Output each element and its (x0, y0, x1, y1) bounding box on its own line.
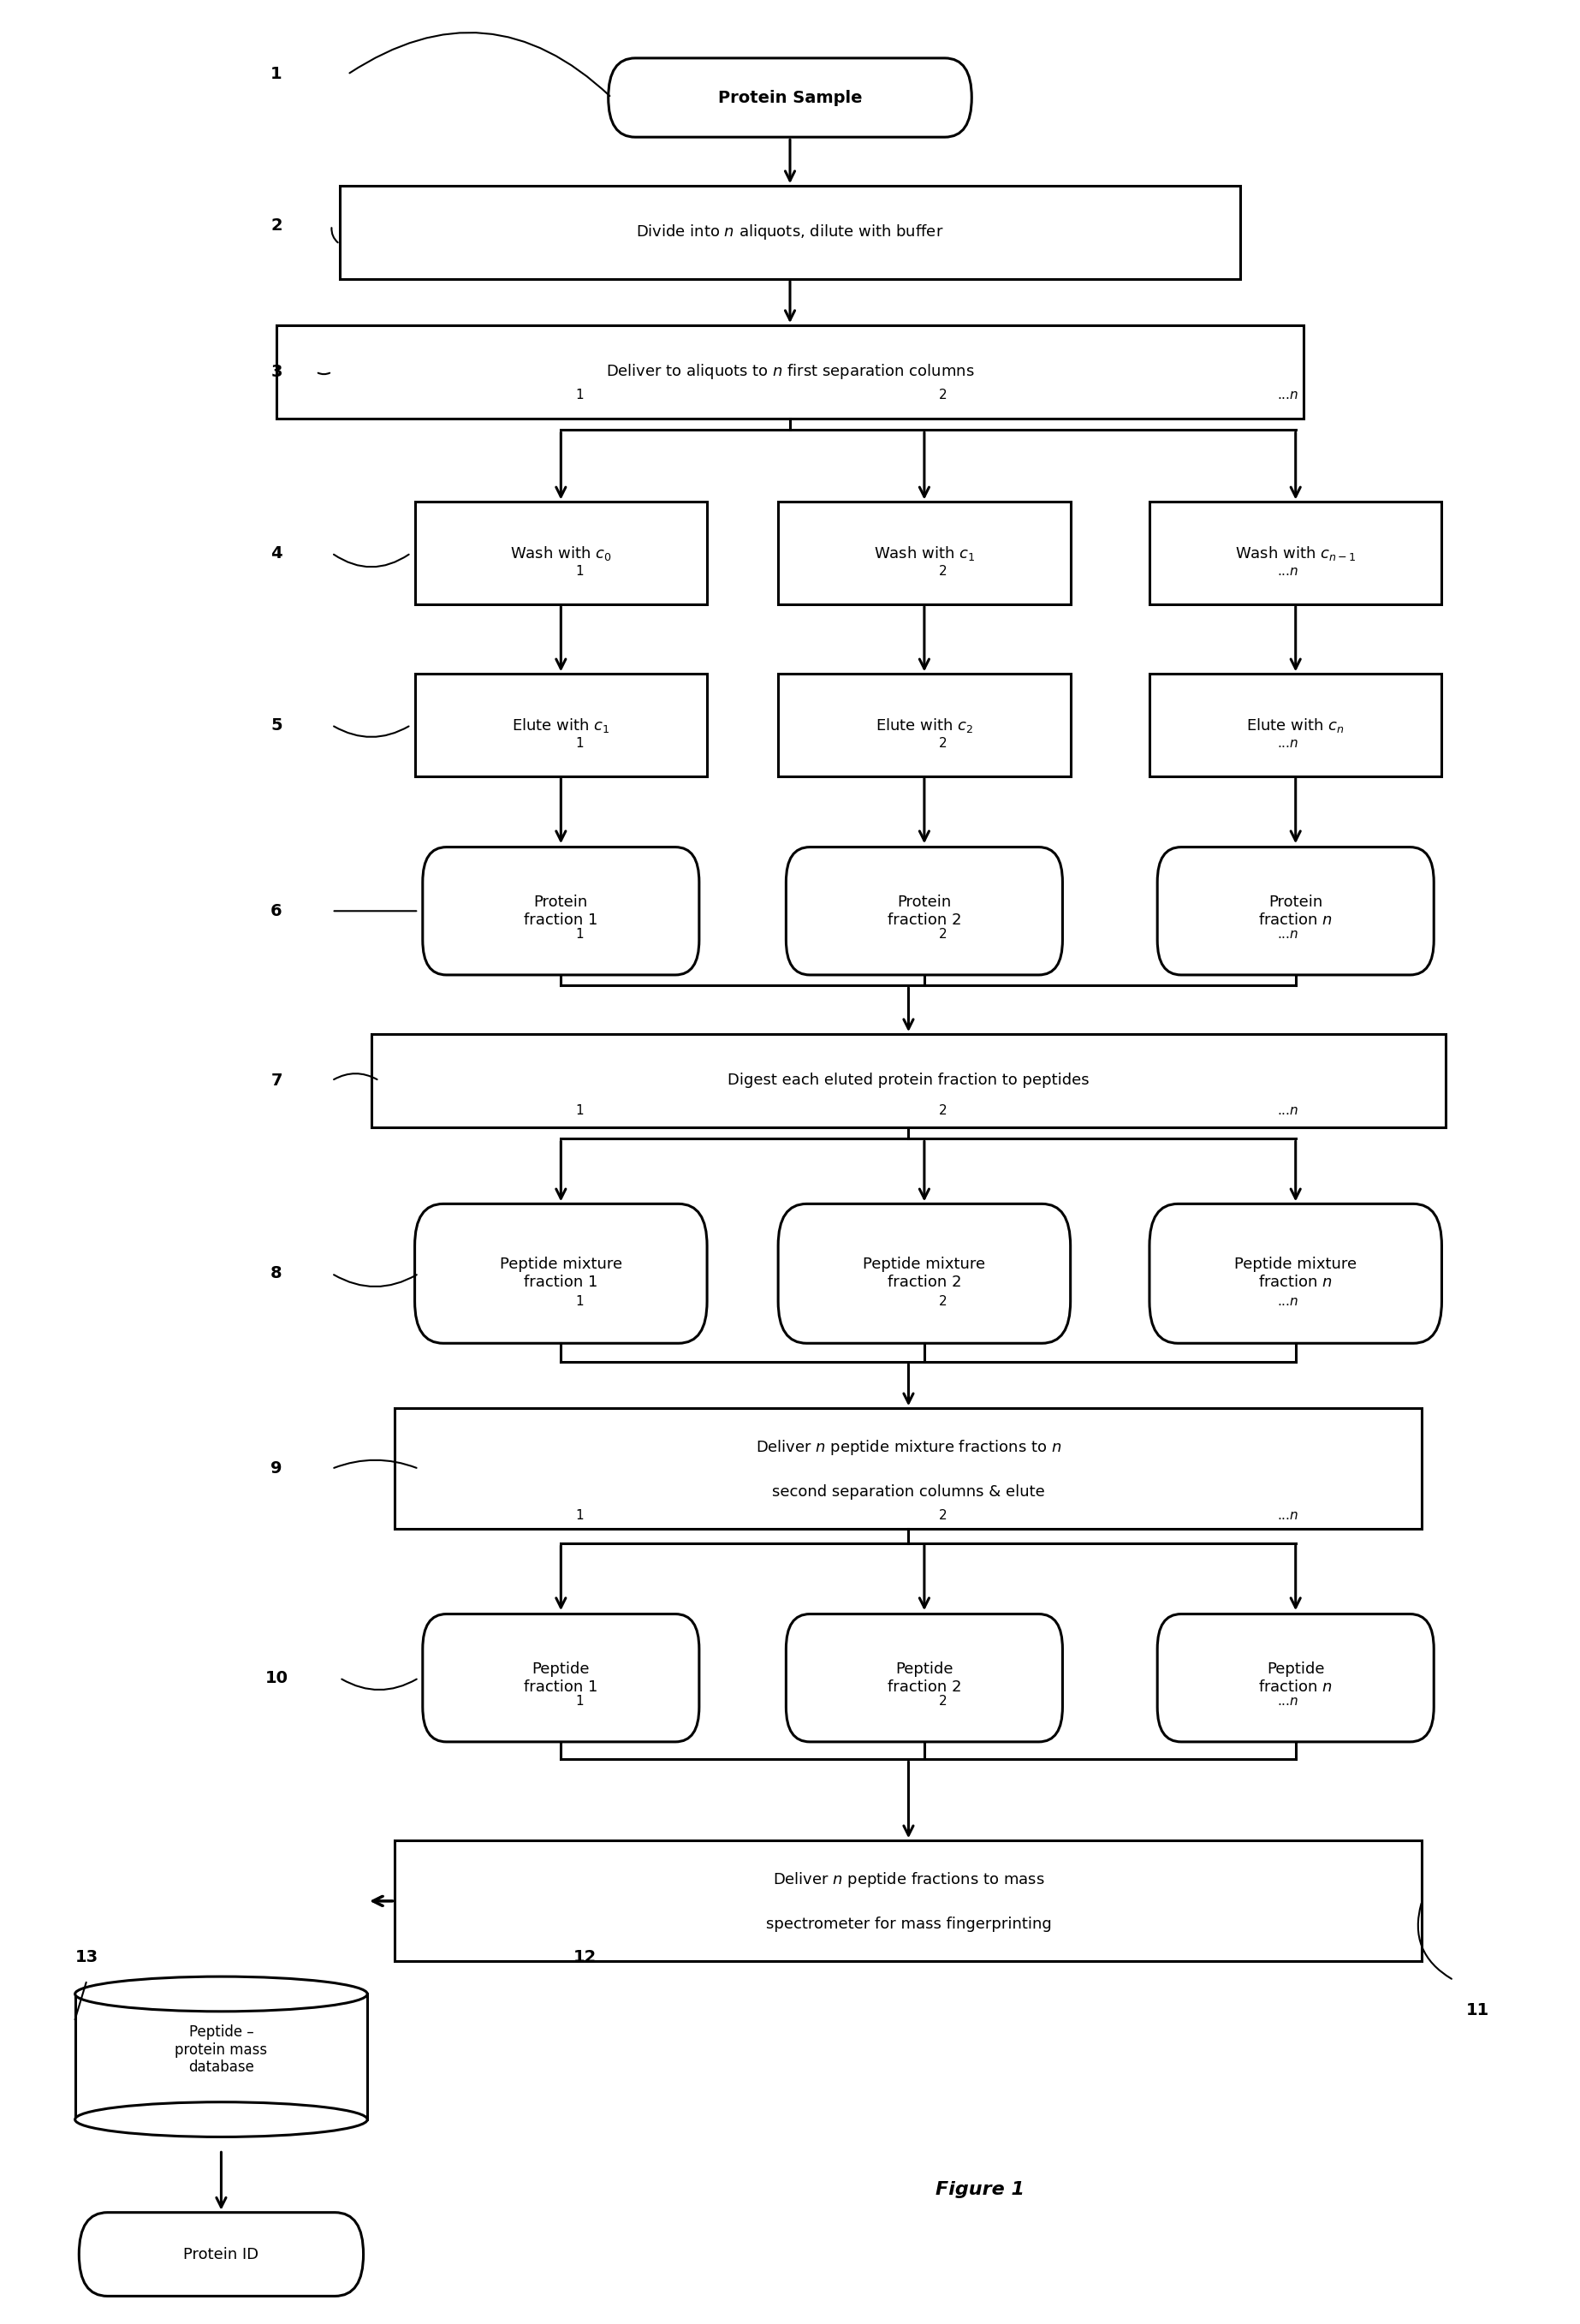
Text: 2: 2 (939, 737, 948, 751)
Ellipse shape (76, 1975, 367, 2013)
Text: 5: 5 (270, 718, 283, 732)
Text: 10: 10 (265, 1671, 288, 1685)
FancyBboxPatch shape (1157, 1613, 1433, 1743)
Text: Digest each eluted protein fraction to peptides: Digest each eluted protein fraction to p… (728, 1074, 1089, 1088)
Text: Protein ID: Protein ID (183, 2247, 259, 2261)
Text: Peptide –
protein mass
database: Peptide – protein mass database (175, 2024, 267, 2075)
Text: 1: 1 (575, 1294, 585, 1308)
Text: 7: 7 (270, 1074, 283, 1088)
FancyBboxPatch shape (785, 846, 1062, 976)
FancyBboxPatch shape (777, 674, 1071, 776)
Text: Peptide mixture
fraction 1: Peptide mixture fraction 1 (499, 1257, 623, 1290)
Text: second separation columns & elute: second separation columns & elute (773, 1485, 1044, 1499)
FancyBboxPatch shape (1157, 846, 1433, 976)
Text: Figure 1: Figure 1 (935, 2180, 1024, 2199)
Text: 13: 13 (76, 1950, 98, 1964)
Text: 1: 1 (270, 67, 283, 81)
FancyBboxPatch shape (777, 1204, 1071, 1343)
Text: 4: 4 (270, 546, 283, 560)
Text: Peptide mixture
fraction 2: Peptide mixture fraction 2 (863, 1257, 986, 1290)
Text: Deliver $\it{n}$ peptide mixture fractions to $\it{n}$: Deliver $\it{n}$ peptide mixture fractio… (755, 1439, 1062, 1457)
Text: 1: 1 (575, 737, 585, 751)
FancyBboxPatch shape (395, 1841, 1422, 1961)
Text: 1: 1 (575, 1508, 585, 1522)
FancyBboxPatch shape (1149, 1204, 1441, 1343)
FancyBboxPatch shape (414, 502, 706, 604)
Text: ...$\it{n}$: ...$\it{n}$ (1277, 1508, 1299, 1522)
FancyBboxPatch shape (785, 1613, 1062, 1743)
Text: Protein Sample: Protein Sample (717, 91, 863, 105)
Text: Elute with $c_2$: Elute with $c_2$ (875, 716, 973, 734)
Text: ...$\it{n}$: ...$\it{n}$ (1277, 565, 1299, 579)
Text: Wash with $c_{n-1}$: Wash with $c_{n-1}$ (1236, 544, 1356, 562)
FancyBboxPatch shape (79, 2212, 363, 2296)
Text: Protein
fraction 2: Protein fraction 2 (888, 895, 961, 927)
Text: Deliver $\it{n}$ peptide fractions to mass: Deliver $\it{n}$ peptide fractions to ma… (773, 1871, 1044, 1889)
Text: 2: 2 (939, 1694, 948, 1708)
Text: Peptide
fraction 1: Peptide fraction 1 (525, 1662, 597, 1694)
FancyBboxPatch shape (276, 325, 1304, 418)
Text: 2: 2 (939, 1104, 948, 1118)
Text: 2: 2 (939, 565, 948, 579)
Text: ...$\it{n}$: ...$\it{n}$ (1277, 927, 1299, 941)
FancyBboxPatch shape (1149, 674, 1441, 776)
Text: 1: 1 (575, 927, 585, 941)
FancyBboxPatch shape (422, 1613, 698, 1743)
Text: Peptide mixture
fraction $\it{n}$: Peptide mixture fraction $\it{n}$ (1234, 1257, 1357, 1290)
FancyBboxPatch shape (76, 1994, 367, 2119)
FancyBboxPatch shape (608, 58, 972, 137)
Text: Deliver to aliquots to $\it{n}$ first separation columns: Deliver to aliquots to $\it{n}$ first se… (605, 363, 975, 381)
FancyBboxPatch shape (1149, 502, 1441, 604)
Text: Protein
fraction 1: Protein fraction 1 (525, 895, 597, 927)
Text: Wash with $c_1$: Wash with $c_1$ (874, 544, 975, 562)
FancyBboxPatch shape (777, 502, 1071, 604)
Text: 9: 9 (270, 1462, 283, 1476)
FancyBboxPatch shape (414, 1204, 706, 1343)
Text: 11: 11 (1466, 2003, 1488, 2017)
Text: 2: 2 (270, 218, 283, 232)
Text: ...$\it{n}$: ...$\it{n}$ (1277, 1104, 1299, 1118)
Text: Peptide
fraction 2: Peptide fraction 2 (888, 1662, 961, 1694)
Text: Protein
fraction $\it{n}$: Protein fraction $\it{n}$ (1258, 895, 1334, 927)
Text: 1: 1 (575, 1694, 585, 1708)
Text: 2: 2 (939, 1294, 948, 1308)
Ellipse shape (76, 2101, 367, 2138)
Text: 2: 2 (939, 388, 948, 402)
FancyBboxPatch shape (422, 846, 698, 976)
Text: ...$\it{n}$: ...$\it{n}$ (1277, 1294, 1299, 1308)
Text: 2: 2 (939, 1508, 948, 1522)
Text: 6: 6 (270, 904, 283, 918)
FancyBboxPatch shape (340, 186, 1240, 279)
Text: Wash with $c_0$: Wash with $c_0$ (510, 544, 611, 562)
Text: Elute with $c_1$: Elute with $c_1$ (512, 716, 610, 734)
Text: spectrometer for mass fingerprinting: spectrometer for mass fingerprinting (766, 1917, 1051, 1931)
Text: 1: 1 (575, 1104, 585, 1118)
Text: Elute with $c_n$: Elute with $c_n$ (1247, 716, 1345, 734)
Text: Divide into $\it{n}$ aliquots, dilute with buffer: Divide into $\it{n}$ aliquots, dilute wi… (637, 223, 943, 242)
Text: 3: 3 (270, 365, 283, 379)
Text: 12: 12 (574, 1950, 596, 1964)
Text: 8: 8 (270, 1267, 283, 1281)
FancyBboxPatch shape (414, 674, 706, 776)
Text: 1: 1 (575, 565, 585, 579)
FancyBboxPatch shape (395, 1408, 1422, 1529)
Text: ...$\it{n}$: ...$\it{n}$ (1277, 1694, 1299, 1708)
Text: 1: 1 (575, 388, 585, 402)
FancyBboxPatch shape (371, 1034, 1446, 1127)
Text: Peptide
fraction $\it{n}$: Peptide fraction $\it{n}$ (1258, 1662, 1334, 1694)
Text: ...$\it{n}$: ...$\it{n}$ (1277, 737, 1299, 751)
Text: ...$\it{n}$: ...$\it{n}$ (1277, 388, 1299, 402)
Text: 2: 2 (939, 927, 948, 941)
